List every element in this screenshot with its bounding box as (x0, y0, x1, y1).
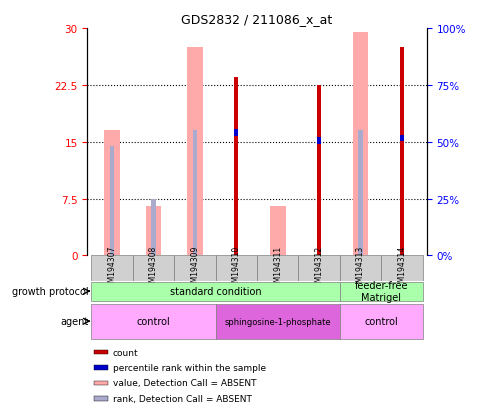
Bar (145, 206, 161, 256)
Bar (339, 256, 380, 281)
Bar (174, 256, 215, 281)
Bar (151, 199, 155, 256)
Bar (399, 48, 403, 256)
Bar (91, 304, 215, 339)
Bar (339, 282, 422, 301)
Text: feeder-free
Matrigel: feeder-free Matrigel (354, 281, 407, 302)
Text: sphingosine-1-phosphate: sphingosine-1-phosphate (224, 317, 331, 326)
Bar (358, 131, 362, 256)
Bar (215, 256, 257, 281)
Bar (317, 138, 320, 144)
Text: GSM194313: GSM194313 (355, 245, 364, 292)
Bar (352, 33, 368, 256)
Bar (298, 256, 339, 281)
Bar (234, 78, 238, 256)
Text: rank, Detection Call = ABSENT: rank, Detection Call = ABSENT (112, 394, 251, 403)
Bar (399, 135, 403, 142)
Text: GSM194311: GSM194311 (272, 245, 282, 292)
Bar (91, 282, 339, 301)
Bar (380, 256, 422, 281)
Text: control: control (136, 316, 170, 326)
Bar (187, 48, 202, 256)
Bar (94, 381, 107, 385)
Bar (234, 130, 238, 137)
Bar (339, 304, 422, 339)
Text: growth protocol: growth protocol (12, 287, 88, 297)
Text: GSM194310: GSM194310 (231, 245, 241, 292)
Bar (94, 366, 107, 370)
Bar (269, 206, 285, 256)
Text: GSM194307: GSM194307 (107, 245, 116, 292)
Bar (133, 256, 174, 281)
Text: standard condition: standard condition (169, 287, 261, 297)
Text: GSM194312: GSM194312 (314, 245, 323, 292)
Text: GSM194314: GSM194314 (397, 245, 406, 292)
Bar (94, 396, 107, 401)
Bar (91, 256, 133, 281)
Bar (193, 131, 197, 256)
Text: control: control (363, 316, 397, 326)
Bar (94, 350, 107, 355)
Text: percentile rank within the sample: percentile rank within the sample (112, 363, 265, 372)
Bar (257, 256, 298, 281)
Text: GSM194308: GSM194308 (149, 245, 158, 292)
Text: count: count (112, 348, 138, 357)
Bar (317, 85, 320, 256)
Title: GDS2832 / 211086_x_at: GDS2832 / 211086_x_at (181, 13, 332, 26)
Text: value, Detection Call = ABSENT: value, Detection Call = ABSENT (112, 379, 256, 387)
Bar (215, 304, 339, 339)
Text: agent: agent (60, 316, 88, 326)
Bar (104, 131, 120, 256)
Text: GSM194309: GSM194309 (190, 245, 199, 292)
Bar (110, 146, 114, 256)
